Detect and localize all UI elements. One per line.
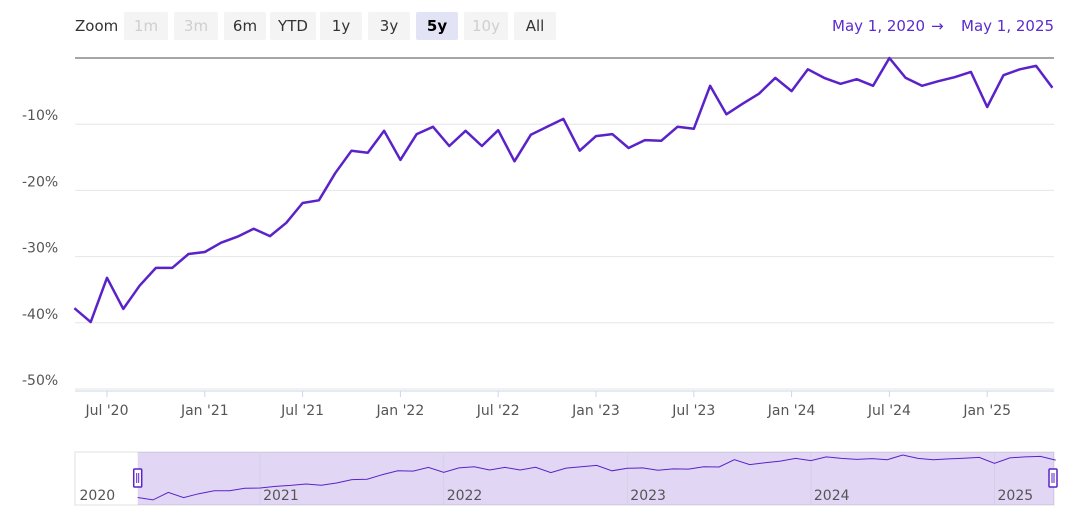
x-tick-label: Jan '23 xyxy=(571,403,620,419)
data-line xyxy=(73,56,1054,324)
range-button: 3m xyxy=(174,12,218,40)
navigator-label: 2022 xyxy=(447,488,483,504)
navigator-label: 2023 xyxy=(630,488,666,504)
range-button[interactable]: All xyxy=(514,12,556,40)
zoom-label: Zoom xyxy=(75,17,119,35)
date-to[interactable]: May 1, 2025 xyxy=(961,17,1055,35)
range-button: 10y xyxy=(464,12,508,40)
navigator-handle[interactable] xyxy=(1048,468,1058,488)
range-button: 1m xyxy=(124,12,168,40)
x-tick-label: Jul '21 xyxy=(280,403,324,419)
range-button[interactable]: 6m xyxy=(224,12,266,40)
navigator-selection xyxy=(137,452,1054,505)
range-button[interactable]: 3y xyxy=(368,12,410,40)
navigator-label: 2024 xyxy=(814,488,850,504)
navigator-label: 2020 xyxy=(80,488,116,504)
x-tick-label: Jan '25 xyxy=(962,403,1011,419)
navigator-label: 2025 xyxy=(998,488,1034,504)
x-tick-label: Jan '24 xyxy=(767,403,816,419)
date-from[interactable]: May 1, 2020 xyxy=(832,17,926,35)
y-tick-label: -50% xyxy=(22,373,58,389)
range-button[interactable]: YTD xyxy=(270,12,316,40)
x-tick-label: Jul '24 xyxy=(867,403,911,419)
range-button[interactable]: 1y xyxy=(320,12,362,40)
y-tick-label: -10% xyxy=(22,108,58,124)
navigator-line xyxy=(137,454,1056,501)
y-tick-label: -40% xyxy=(22,307,58,323)
y-tick-label: -30% xyxy=(22,241,58,257)
x-tick-label: Jul '20 xyxy=(84,403,128,419)
navigator-label: 2021 xyxy=(263,488,299,504)
x-tick-label: Jan '21 xyxy=(180,403,229,419)
x-tick-label: Jan '22 xyxy=(376,403,425,419)
x-tick-label: Jul '22 xyxy=(476,403,520,419)
x-tick-label: Jul '23 xyxy=(671,403,715,419)
navigator-handle[interactable] xyxy=(132,468,143,488)
date-arrow: → xyxy=(931,17,944,35)
y-tick-label: -20% xyxy=(22,174,58,190)
range-button[interactable]: 5y xyxy=(416,12,458,40)
